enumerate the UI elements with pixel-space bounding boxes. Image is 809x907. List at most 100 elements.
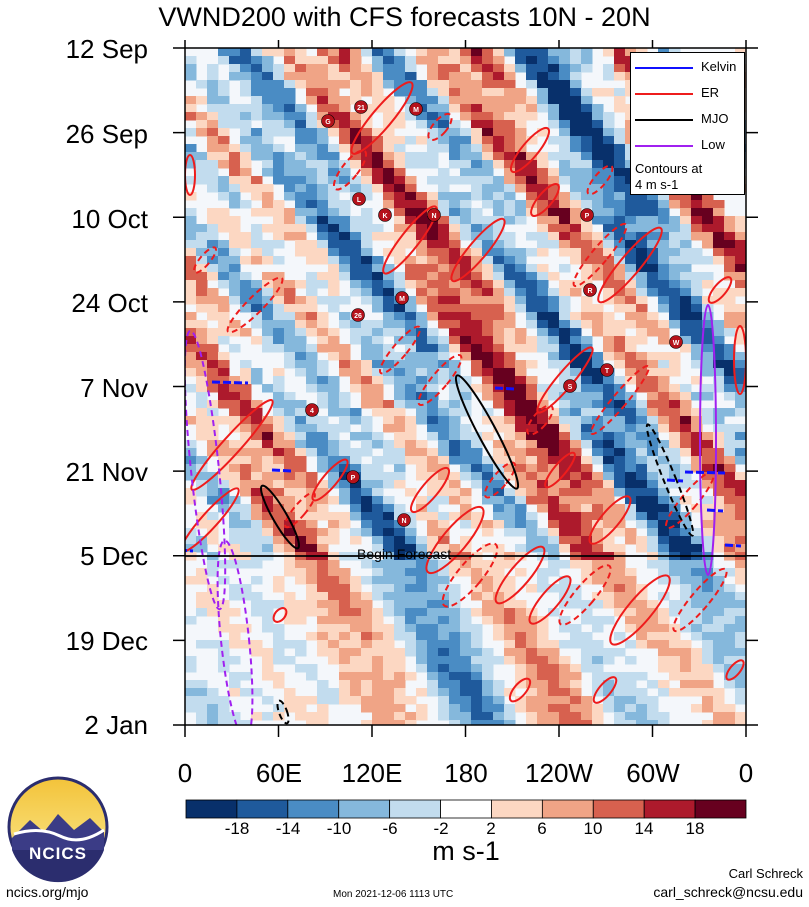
field-cell [581, 296, 593, 305]
field-cell [317, 448, 329, 457]
field-cell [735, 312, 746, 321]
field-cell [691, 448, 703, 457]
field-cell [449, 232, 461, 241]
field-cell [658, 352, 670, 361]
field-cell [339, 128, 351, 137]
er-contour [417, 353, 463, 407]
field-cell [207, 344, 219, 353]
field-cell [537, 160, 549, 169]
field-cell [262, 224, 274, 233]
field-cell [559, 512, 571, 521]
field-cell [548, 384, 560, 393]
field-cell [328, 560, 340, 569]
field-cell [548, 240, 560, 249]
field-cell [515, 96, 527, 105]
field-cell [482, 664, 494, 673]
er-contour [425, 505, 485, 575]
field-cell [614, 720, 626, 725]
field-cell [372, 560, 384, 569]
field-cell [680, 440, 692, 449]
field-cell [482, 216, 494, 225]
field-cell [196, 368, 208, 377]
email-link[interactable]: carl_schreck@ncsu.edu [653, 884, 803, 900]
field-cell [625, 720, 637, 725]
field-cell [592, 640, 604, 649]
field-cell [361, 72, 373, 81]
field-cell [339, 400, 351, 409]
field-cell [493, 376, 505, 385]
field-cell [372, 160, 384, 169]
field-cell [493, 696, 505, 705]
field-cell [229, 472, 241, 481]
field-cell [702, 632, 714, 641]
field-cell [460, 640, 472, 649]
field-cell [636, 312, 648, 321]
field-cell [537, 232, 549, 241]
field-cell [493, 480, 505, 489]
field-cell [196, 344, 208, 353]
field-cell [372, 304, 384, 313]
field-cell [592, 112, 604, 121]
field-cell [350, 152, 362, 161]
field-cell [251, 416, 263, 425]
field-cell [273, 88, 285, 97]
field-cell [603, 424, 615, 433]
field-cell [240, 232, 252, 241]
field-cell [372, 528, 384, 537]
field-cell [284, 488, 296, 497]
field-cell [570, 160, 582, 169]
field-cell [680, 680, 692, 689]
field-cell [251, 296, 263, 305]
field-cell [196, 392, 208, 401]
field-cell [592, 176, 604, 185]
field-cell [350, 600, 362, 609]
field-cell [526, 344, 538, 353]
field-cell [537, 64, 549, 73]
field-cell [548, 216, 560, 225]
field-cell [669, 544, 681, 553]
field-cell [713, 440, 725, 449]
field-cell [504, 264, 516, 273]
field-cell [614, 264, 626, 273]
field-cell [460, 168, 472, 177]
field-cell [526, 176, 538, 185]
field-cell [284, 528, 296, 537]
field-cell [548, 640, 560, 649]
field-cell [416, 272, 428, 281]
field-cell [614, 704, 626, 713]
field-cell [449, 472, 461, 481]
field-cell [317, 584, 329, 593]
field-cell [339, 440, 351, 449]
field-cell [361, 624, 373, 633]
field-cell [240, 176, 252, 185]
field-cell [471, 48, 483, 57]
field-cell [394, 376, 406, 385]
field-cell [680, 688, 692, 697]
field-cell [251, 224, 263, 233]
er-contour [185, 154, 196, 196]
field-cell [196, 376, 208, 385]
field-cell [581, 608, 593, 617]
field-cell [207, 144, 219, 153]
field-cell [570, 312, 582, 321]
field-cell [702, 720, 714, 725]
field-cell [691, 672, 703, 681]
field-cell [207, 304, 219, 313]
field-cell [493, 656, 505, 665]
field-cell [636, 376, 648, 385]
field-cell [284, 616, 296, 625]
field-cell [394, 576, 406, 585]
site-link[interactable]: ncics.org/mjo [6, 884, 89, 900]
field-cell [515, 280, 527, 289]
field-cell [207, 232, 219, 241]
field-cell [592, 128, 604, 137]
field-cell [328, 64, 340, 73]
er-contour [378, 325, 422, 375]
field-cell [405, 384, 417, 393]
field-cell [570, 168, 582, 177]
field-cell [273, 96, 285, 105]
field-cell [658, 440, 670, 449]
field-cell [537, 248, 549, 257]
field-cell [207, 584, 219, 593]
field-cell [570, 64, 582, 73]
